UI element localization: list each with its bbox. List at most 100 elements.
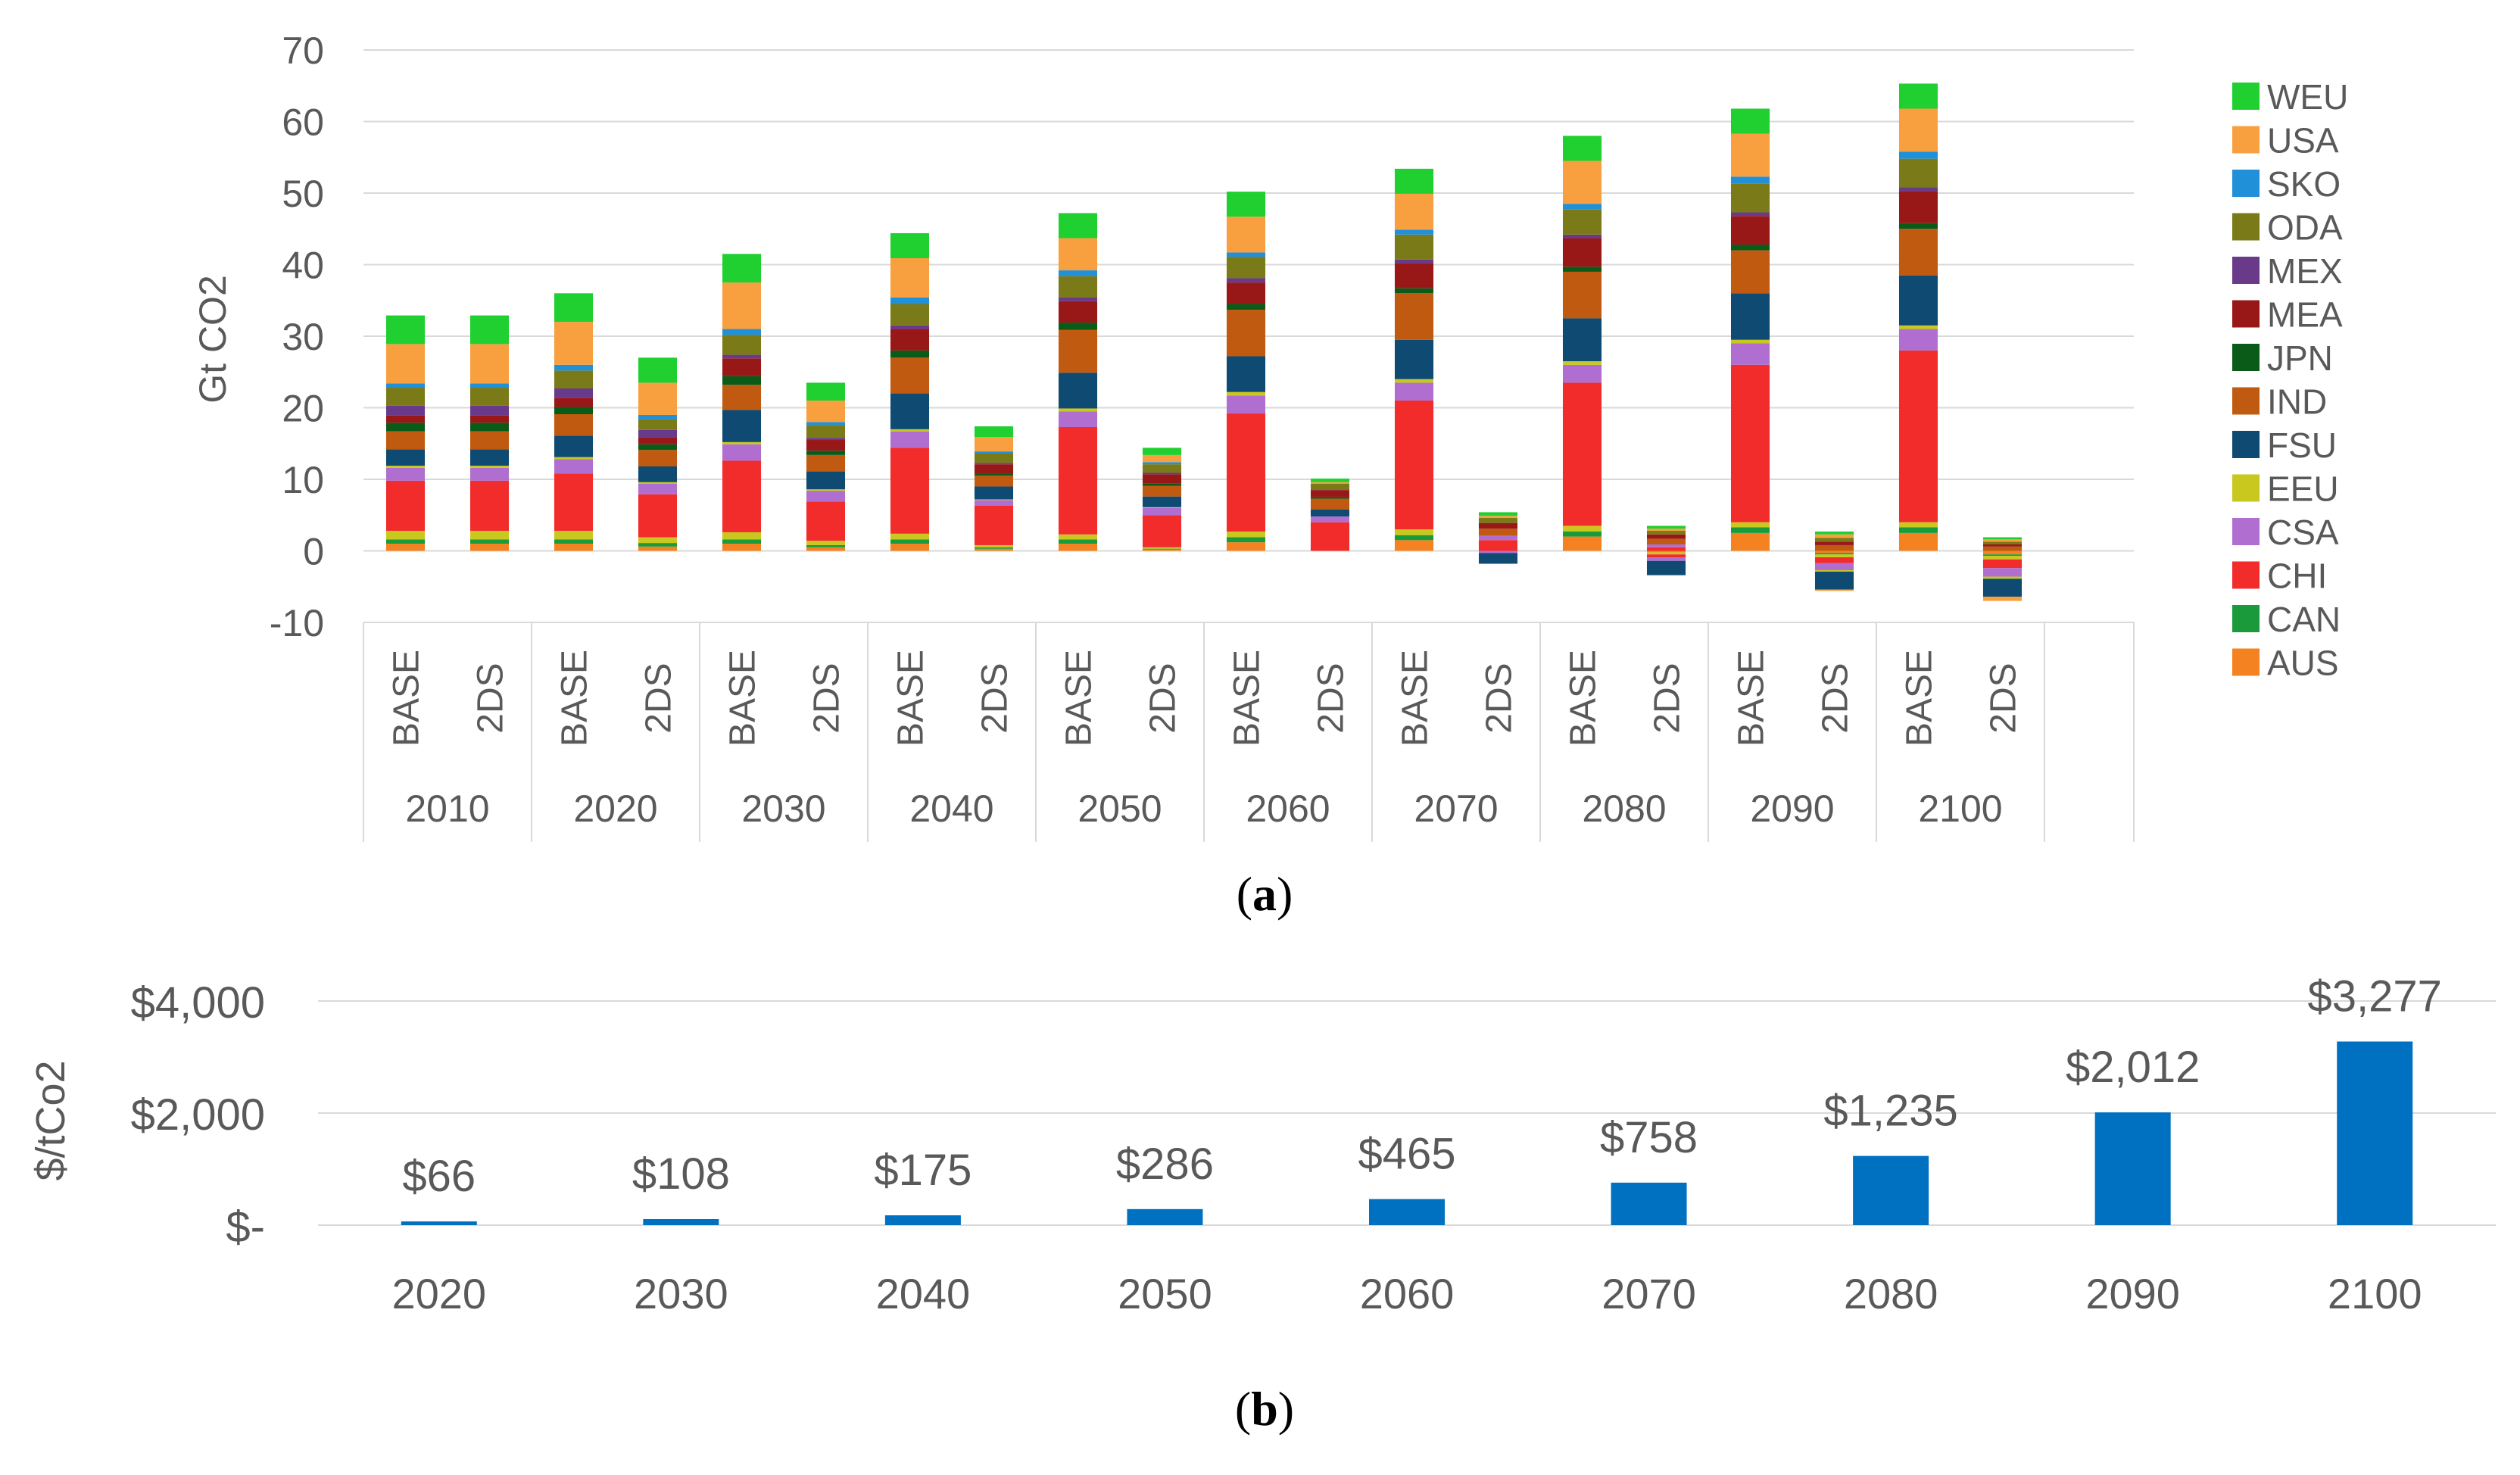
panel-a-bar-segment — [1310, 479, 1350, 482]
panel-a-bar-segment — [1814, 531, 1854, 535]
panel-a-bar-segment — [554, 473, 594, 532]
panel-a-bar-segment — [1310, 522, 1350, 551]
panel-b-bar — [643, 1219, 719, 1225]
panel-a-bar-segment — [1982, 537, 2023, 540]
panel-a-bar-segment — [469, 466, 510, 468]
panel-a-bar-segment — [1394, 401, 1434, 530]
panel-a-bar-segment — [1478, 516, 1518, 519]
panel-a-bar-segment — [890, 431, 930, 448]
panel-a-bar-segment — [1226, 257, 1266, 279]
panel-a-bar-segment — [1142, 485, 1182, 497]
panel-b-bar — [2094, 1112, 2171, 1225]
panel-b-y-tick-label: $- — [226, 1202, 265, 1252]
panel-a-bar-segment — [1394, 535, 1434, 541]
panel-a-bar-segment — [1814, 534, 1854, 538]
panel-a-bar-segment — [806, 425, 846, 438]
panel-a-bar-segment — [385, 480, 426, 532]
panel-a-bar-segment — [1814, 550, 1854, 554]
panel-b-x-tick-label: 2100 — [2328, 1270, 2422, 1318]
panel-a-bar-segment — [1646, 557, 1686, 561]
panel-a-scenario-label: 2DS — [1984, 663, 2024, 733]
panel-a-bar-segment — [974, 451, 1014, 454]
panel-b-caption: (b) — [1235, 1382, 1294, 1436]
panel-a-bar-segment — [722, 444, 762, 461]
panel-a-legend-label: CSA — [2267, 513, 2339, 552]
panel-b-data-label: $3,277 — [2308, 972, 2442, 1021]
panel-a-bar-segment — [1478, 535, 1518, 541]
panel-a-bar-segment — [1058, 276, 1098, 298]
panel-b-x-tick-label: 2020 — [391, 1270, 486, 1318]
panel-a-bar-segment — [1310, 489, 1350, 491]
panel-a-bar-segment — [974, 548, 1014, 551]
panel-a-legend-swatch — [2232, 648, 2260, 676]
panel-a-bar-segment — [806, 382, 846, 401]
panel-a-scenario-label: BASE — [1059, 650, 1099, 747]
panel-a-bar-segment — [1394, 259, 1434, 264]
panel-a-bar-segment — [385, 405, 426, 416]
panel-a-legend-swatch — [2232, 474, 2260, 502]
panel-a-bar-segment — [1142, 515, 1182, 547]
panel-a-bar-segment — [1562, 267, 1602, 272]
panel-a-bar-segment — [1226, 252, 1266, 257]
panel-a-bar-segment — [1730, 364, 1770, 522]
panel-a-bar-segment — [1646, 552, 1686, 555]
panel-a-bar-segment — [469, 423, 510, 432]
panel-b-carbon-price-chart: $66 $108 $175 $286 $465 $758 $1,235 $2,012 $3,27… — [28, 972, 2496, 1436]
panel-a-scenario-label: BASE — [1396, 650, 1436, 747]
panel-a-legend-swatch — [2232, 561, 2260, 589]
panel-a-bar-segment — [1646, 538, 1686, 544]
panel-a-bar-segment — [890, 232, 930, 258]
panel-b-data-label: $2,012 — [2066, 1043, 2200, 1092]
panel-a-bar-segment — [1898, 522, 1938, 528]
panel-a-bar-segment — [1730, 133, 1770, 177]
panel-a-bar-segment — [1478, 529, 1518, 536]
panel-a-bar-segment — [1730, 343, 1770, 365]
panel-a-y-tick-label: 0 — [303, 531, 324, 573]
panel-a-bar-segment — [469, 431, 510, 450]
panel-a-scenario-label: 2DS — [639, 663, 679, 733]
panel-a-y-tick-label: 30 — [282, 316, 324, 358]
panel-a-bar-segment — [1562, 161, 1602, 204]
panel-a-bar-segment — [554, 388, 594, 398]
panel-a-bar-segment — [974, 499, 1014, 501]
panel-a-bar-segment — [638, 546, 678, 551]
panel-a-bar-segment — [1478, 540, 1518, 551]
panel-a-bar-segment — [638, 494, 678, 538]
panel-a-year-label: 2010 — [405, 787, 489, 830]
panel-a-bar-segment — [1058, 297, 1098, 301]
panel-a-bar-segment — [974, 476, 1014, 487]
panel-b-bar — [2337, 1041, 2413, 1225]
panel-b-data-label: $108 — [632, 1149, 730, 1199]
panel-a-bar-segment — [890, 447, 930, 534]
panel-a-bar-segment — [1982, 556, 2023, 560]
panel-a-bar-segment — [638, 444, 678, 451]
panel-a-y-tick-label: 40 — [282, 245, 324, 287]
panel-a-bar-segment — [890, 325, 930, 329]
panel-a-bar-segment — [1142, 549, 1182, 551]
panel-a-bar-segment — [1142, 496, 1182, 507]
panel-a-bar-segment — [806, 471, 846, 490]
panel-a-bar-segment — [385, 544, 426, 551]
panel-a-bar-segment — [1814, 563, 1854, 571]
panel-a-bar-segment — [1142, 507, 1182, 508]
panel-a-bar-segment — [806, 454, 846, 472]
panel-a-legend-swatch — [2232, 170, 2260, 197]
panel-b-bar — [1853, 1155, 1929, 1225]
panel-a-bar-segment — [1142, 507, 1182, 516]
panel-a-scenario-label: 2DS — [807, 663, 847, 733]
panel-a-scenario-label: BASE — [723, 650, 763, 747]
panel-a-scenario-label: BASE — [555, 650, 595, 747]
panel-a-bar-segment — [974, 426, 1014, 438]
panel-a-legend-swatch — [2232, 83, 2260, 110]
panel-a-legend-swatch — [2232, 344, 2260, 371]
panel-a-bar-segment — [469, 544, 510, 551]
panel-a-bar-segment — [1646, 544, 1686, 547]
panel-b-x-tick-label: 2080 — [1844, 1270, 1938, 1318]
panel-a-bar-segment — [1142, 462, 1182, 465]
panel-a-bar-segment — [1730, 250, 1770, 294]
panel-a-bar-segment — [1730, 245, 1770, 251]
panel-a-bar-segment — [1898, 329, 1938, 351]
panel-a-bar-segment — [1982, 539, 2023, 542]
panel-a-bar-segment — [1142, 547, 1182, 549]
panel-a-bar-segment — [1142, 464, 1182, 473]
